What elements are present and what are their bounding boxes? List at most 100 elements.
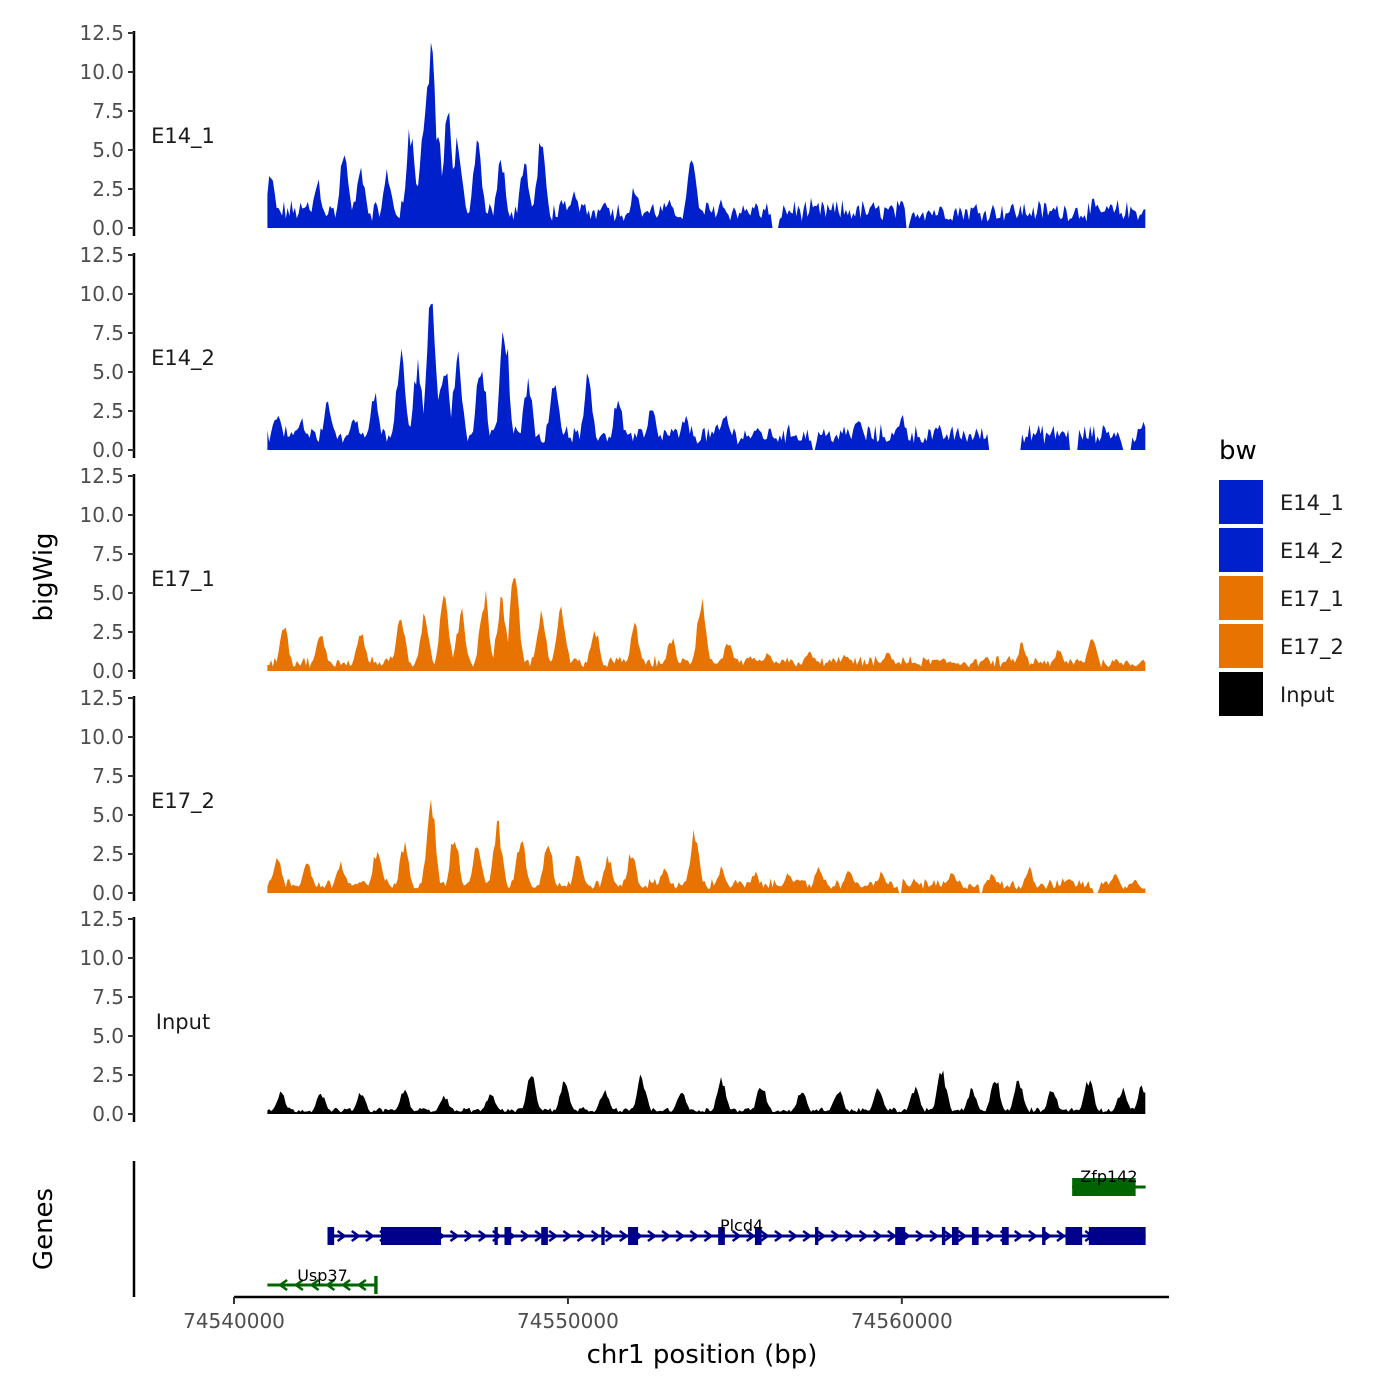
- strand-chevron: [562, 1229, 573, 1243]
- legend-label-E17_1: E17_1: [1280, 587, 1344, 612]
- gene-label-Usp37: Usp37: [297, 1266, 348, 1285]
- track-label-E14_2: E14_2: [151, 346, 215, 371]
- track-label-Input: Input: [156, 1010, 210, 1034]
- strand-chevron: [689, 1229, 700, 1243]
- exon: [628, 1227, 639, 1245]
- track-panels: 0.0 2.5 5.0 7.5 10.0 12.5 E14_1 0.0 2.5 5.0 7.5 10.…: [79, 21, 1146, 1126]
- y-tick-label: 7.5: [92, 764, 124, 788]
- y-tick-label: 7.5: [92, 985, 124, 1009]
- strand-chevron: [356, 1278, 367, 1292]
- strand-chevron: [1056, 1229, 1067, 1243]
- strand-chevron: [1028, 1229, 1038, 1243]
- track-panel-E17_2: 0.0 2.5 5.0 7.5 10.0 12.5 E17_2: [79, 686, 1146, 905]
- strand-chevron: [872, 1229, 883, 1243]
- strand-chevron: [703, 1229, 714, 1243]
- exon: [327, 1227, 335, 1245]
- strand-chevron: [915, 1229, 926, 1243]
- exon: [541, 1227, 548, 1245]
- exon: [601, 1227, 605, 1245]
- strand-chevron: [365, 1229, 375, 1243]
- legend-swatch-E14_2: [1219, 528, 1263, 572]
- exon: [1065, 1227, 1083, 1245]
- strand-chevron: [336, 1229, 347, 1243]
- signal-area-E14_1: [267, 42, 1146, 229]
- strand-chevron: [985, 1229, 996, 1243]
- y-tick-label: 2.5: [92, 620, 124, 644]
- strand-chevron: [520, 1229, 531, 1243]
- legend-swatch-E17_2: [1219, 624, 1263, 668]
- y-tick-label: 2.5: [92, 842, 124, 866]
- strand-chevron: [816, 1229, 827, 1243]
- exon: [895, 1227, 906, 1245]
- strand-chevron: [618, 1229, 629, 1243]
- legend-label-E14_1: E14_1: [1280, 491, 1344, 516]
- track-label-E14_1: E14_1: [151, 124, 215, 149]
- strand-chevron: [957, 1229, 968, 1243]
- signal-area-Input: [267, 1070, 1146, 1114]
- strand-chevron: [886, 1229, 897, 1243]
- strand-chevron: [647, 1229, 658, 1243]
- strand-chevron: [788, 1229, 799, 1243]
- strand-chevron: [590, 1229, 601, 1243]
- exon: [1042, 1227, 1046, 1245]
- strand-chevron: [340, 1278, 351, 1292]
- strand-chevron: [675, 1229, 686, 1243]
- y-tick-label: 10.0: [79, 503, 124, 527]
- strand-chevron: [929, 1229, 940, 1243]
- strand-chevron: [802, 1229, 813, 1243]
- x-axis: 74540000 74550000 74560000: [183, 1295, 1169, 1333]
- strand-chevron: [745, 1229, 756, 1243]
- y-tick-label: 0.0: [92, 881, 124, 905]
- strand-chevron: [1013, 1229, 1024, 1243]
- strand-chevron: [844, 1229, 855, 1243]
- y-tick-label: 12.5: [79, 243, 124, 267]
- gene-Plcd4: Plcd4: [327, 1216, 1146, 1245]
- strand-chevron: [760, 1229, 770, 1243]
- y-tick-label: 5.0: [92, 581, 124, 605]
- strand-chevron: [661, 1229, 672, 1243]
- y-axis-title: bigWig: [29, 532, 59, 621]
- strand-chevron: [309, 1278, 320, 1292]
- legend-swatch-E17_1: [1219, 576, 1263, 620]
- strand-chevron: [830, 1229, 841, 1243]
- y-tick-label: 10.0: [79, 725, 124, 749]
- signal-area-E17_2: [267, 799, 1146, 893]
- strand-chevron: [477, 1229, 488, 1243]
- y-tick-label: 12.5: [79, 464, 124, 488]
- y-tick-label: 5.0: [92, 138, 124, 162]
- y-tick-label: 10.0: [79, 60, 124, 84]
- exon: [374, 1276, 378, 1294]
- y-tick-label: 2.5: [92, 177, 124, 201]
- track-panel-E17_1: 0.0 2.5 5.0 7.5 10.0 12.5 E17_1: [79, 464, 1146, 683]
- exon: [494, 1227, 498, 1245]
- strand-chevron: [293, 1278, 304, 1292]
- x-tick-label: 74550000: [517, 1309, 619, 1333]
- genes-panel: Zfp142 Plcd4 Usp37: [132, 1161, 1146, 1297]
- strand-chevron: [858, 1229, 869, 1243]
- track-panel-E14_1: 0.0 2.5 5.0 7.5 10.0 12.5 E14_1: [79, 21, 1146, 240]
- x-axis-title: chr1 position (bp): [587, 1340, 818, 1370]
- track-panel-Input: 0.0 2.5 5.0 7.5 10.0 12.5 Input: [79, 907, 1146, 1126]
- y-tick-label: 12.5: [79, 686, 124, 710]
- exon: [504, 1227, 512, 1245]
- exon: [380, 1227, 442, 1245]
- signal-area-E14_2: [267, 303, 1146, 450]
- y-tick-label: 12.5: [79, 21, 124, 45]
- x-tick-label: 74540000: [183, 1309, 285, 1333]
- strand-chevron: [774, 1229, 785, 1243]
- exon: [1002, 1227, 1009, 1245]
- track-label-E17_1: E17_1: [151, 567, 215, 592]
- legend-label-E14_2: E14_2: [1280, 539, 1344, 564]
- legend-swatch-Input: [1219, 672, 1263, 716]
- y-tick-label: 7.5: [92, 99, 124, 123]
- strand-chevron: [731, 1229, 742, 1243]
- legend-title: bw: [1219, 436, 1257, 466]
- y-tick-label: 0.0: [92, 1102, 124, 1126]
- y-tick-label: 7.5: [92, 542, 124, 566]
- track-label-E17_2: E17_2: [151, 789, 215, 814]
- y-tick-label: 10.0: [79, 282, 124, 306]
- signal-area-E17_1: [267, 578, 1146, 671]
- gene-label-Zfp142: Zfp142: [1080, 1167, 1137, 1186]
- legend-label-Input: Input: [1280, 683, 1334, 707]
